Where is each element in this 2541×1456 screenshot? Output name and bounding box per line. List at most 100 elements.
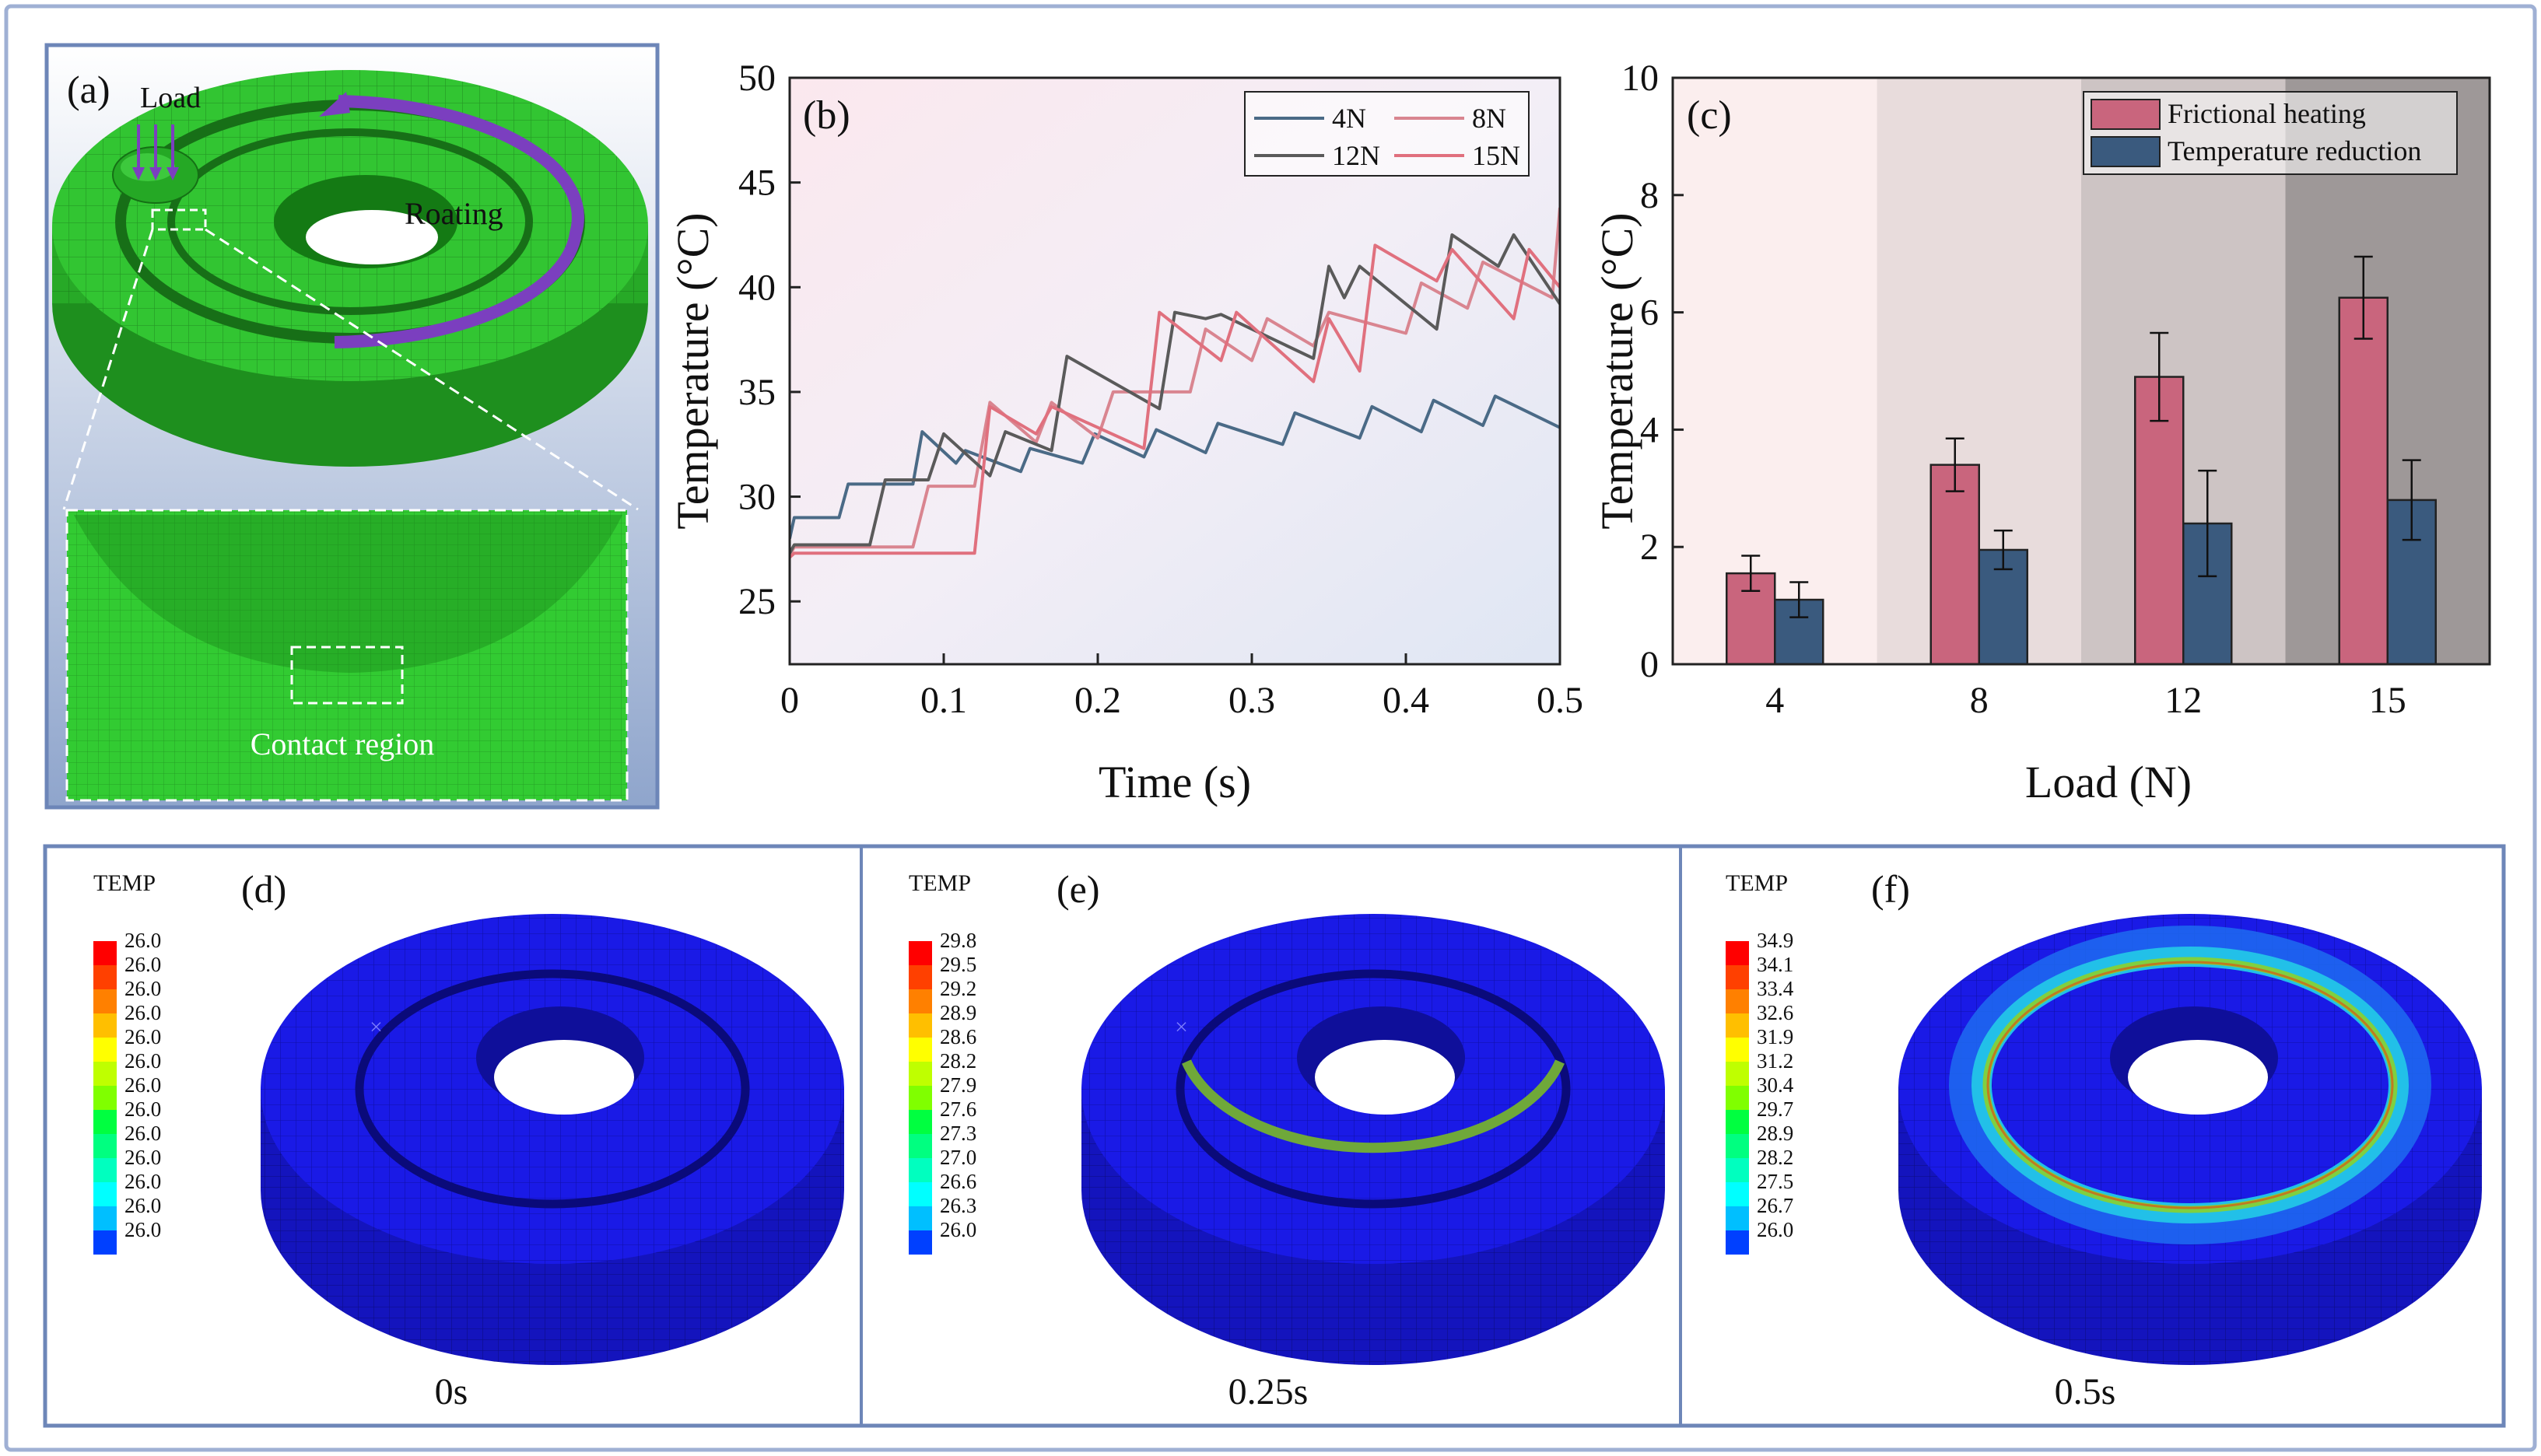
colorbar-segment	[909, 1062, 932, 1086]
colorbar-segment	[1726, 1062, 1749, 1086]
disk-e-groove	[1176, 969, 1571, 1209]
chart-c-bar	[2338, 296, 2389, 666]
disk-e-heated-arc	[1182, 1059, 1565, 1153]
colorbar-segment	[93, 1230, 117, 1255]
disk-d-hole	[494, 1040, 634, 1115]
colorbar-value: 26.6	[940, 1170, 976, 1193]
chart-b-ytick-label: 40	[738, 267, 776, 308]
panel-e-time: 0.25s	[1228, 1371, 1309, 1412]
colorbar-value: 28.6	[940, 1025, 976, 1048]
chart-b-panel-label: (b)	[803, 93, 850, 138]
colorbar-value: 27.6	[940, 1097, 976, 1121]
colorbar-value: 30.4	[1757, 1073, 1794, 1097]
colorbar-segment	[1726, 1013, 1749, 1038]
panel-a-label: (a)	[67, 68, 110, 111]
rotating-label: Roating	[405, 196, 503, 231]
colorbar-segment	[93, 1062, 117, 1086]
colorbar-value: 27.5	[1757, 1170, 1793, 1193]
panel-d-label: (d)	[241, 867, 286, 911]
chart-c: 0 2 4 6 8 10 4 8 12 15 (c) Load (N) Temperature (…	[1592, 58, 2491, 807]
colorbar-value: 27.9	[940, 1073, 976, 1097]
chart-b-xtick-label: 0.3	[1228, 680, 1275, 721]
colorbar-value: 26.0	[124, 1122, 161, 1145]
chart-c-ylabel: Temperature (°C)	[1592, 212, 1642, 529]
colorbar-value: 33.4	[1757, 977, 1794, 1000]
colorbar-segment	[1726, 1206, 1749, 1230]
colorbar-segment	[93, 1086, 117, 1110]
chart-b-legend-label: 12N	[1332, 140, 1380, 171]
chart-b-ylabel: Temperature (°C)	[668, 212, 718, 529]
panel-f-label: (f)	[1871, 867, 1910, 911]
colorbar-value: 26.3	[940, 1194, 976, 1217]
chart-b-xtick-label: 0.4	[1383, 680, 1429, 721]
colorbar-value: 29.7	[1757, 1097, 1793, 1121]
colorbar-value: 31.9	[1757, 1025, 1793, 1048]
colorbar-value: 26.0	[124, 1049, 161, 1073]
chart-b-legend-label: 4N	[1332, 103, 1366, 134]
colorbar-value: 26.0	[124, 929, 161, 952]
chart-c-bar	[1929, 464, 1980, 666]
colorbar-value: 27.0	[940, 1146, 976, 1169]
colorbar-segment	[1726, 1110, 1749, 1134]
colorbar-value: 26.0	[124, 1097, 161, 1121]
chart-c-legend-label: Temperature reduction	[2168, 135, 2421, 166]
colorbar-value: 28.9	[940, 1001, 976, 1024]
colorbar-segment	[93, 941, 117, 965]
chart-c-xtick-label: 12	[2164, 680, 2202, 721]
chart-c-ytick-label: 8	[1640, 175, 1659, 216]
colorbar-segment	[93, 1182, 117, 1206]
panel-d-legend-title: TEMP	[93, 870, 156, 896]
panel-f-legend-title: TEMP	[1726, 870, 1788, 896]
chart-b-ytick-label: 35	[738, 372, 776, 413]
disk-e-hole	[1315, 1040, 1455, 1115]
colorbar-segment	[93, 1158, 117, 1182]
chart-b-series-15N	[790, 243, 1560, 559]
chart-b-xtick-label: 0	[780, 680, 799, 721]
chart-b-series-8N	[790, 207, 1560, 556]
chart-c-band	[1673, 78, 1877, 664]
chart-c-ytick-label: 2	[1640, 527, 1659, 568]
chart-b-ytick-label: 25	[738, 581, 776, 622]
panel-d-colorbar: 26.026.026.026.026.026.026.026.026.026.0…	[93, 929, 161, 1255]
colorbar-value: 26.0	[124, 977, 161, 1000]
colorbar-segment	[909, 1182, 932, 1206]
chart-c-ytick-label: 6	[1640, 292, 1659, 334]
colorbar-segment	[93, 1110, 117, 1134]
load-arrows	[132, 124, 179, 180]
colorbar-segment	[909, 1086, 932, 1110]
colorbar-segment	[909, 1110, 932, 1134]
chart-c-xtick-label: 8	[1970, 680, 1989, 721]
colorbar-value: 34.9	[1757, 929, 1793, 952]
colorbar-value: 26.0	[124, 1146, 161, 1169]
chart-c-xlabel: Load (N)	[2025, 757, 2192, 807]
colorbar-segment	[93, 989, 117, 1013]
colorbar-segment	[909, 1206, 932, 1230]
colorbar-segment	[909, 989, 932, 1013]
colorbar-value: 26.0	[124, 1170, 161, 1193]
disk-f-hot-ring	[1986, 961, 2394, 1209]
chart-c-legend-swatch	[2091, 99, 2161, 130]
panel-f-time: 0.5s	[2055, 1371, 2116, 1412]
chart-c-bar	[2134, 376, 2185, 666]
colorbar-value: 26.0	[124, 953, 161, 976]
chart-c-ytick-label: 0	[1640, 644, 1659, 685]
disk-d-groove	[355, 969, 750, 1209]
colorbar-segment	[93, 1206, 117, 1230]
colorbar-segment	[909, 1230, 932, 1255]
load-label: Load	[140, 82, 201, 114]
colorbar-value: 26.0	[1757, 1218, 1793, 1241]
chart-c-xtick-label: 4	[1765, 680, 1784, 721]
chart-b-ytick-label: 50	[738, 58, 776, 99]
panel-e-colorbar: 29.829.529.228.928.628.227.927.627.327.0…	[909, 929, 976, 1255]
chart-b-xlabel: Time (s)	[1099, 757, 1251, 807]
colorbar-value: 29.2	[940, 977, 976, 1000]
colorbar-segment	[1726, 989, 1749, 1013]
chart-b-series-12N	[790, 233, 1560, 555]
disk-f-warm-zone	[1949, 926, 2431, 1244]
panel-a: Contact region (a) Load Roating	[44, 43, 660, 810]
colorbar-value: 26.0	[940, 1218, 976, 1241]
disk-f-hole	[2128, 1040, 2268, 1115]
colorbar-value: 28.2	[940, 1049, 976, 1073]
colorbar-value: 31.2	[1757, 1049, 1793, 1073]
